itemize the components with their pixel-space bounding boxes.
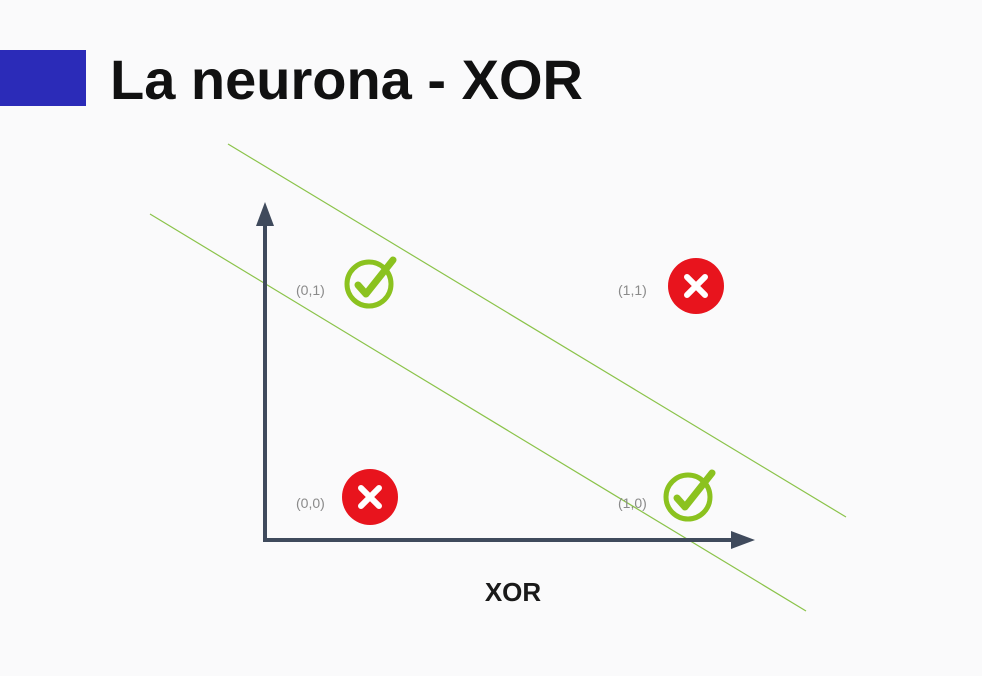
check-icon <box>663 469 716 522</box>
x-axis-arrowhead <box>731 531 755 549</box>
decision-boundary-upper <box>227 143 847 518</box>
title-accent-block <box>0 50 86 106</box>
y-axis <box>256 202 274 540</box>
point-label: (1,1) <box>618 282 647 298</box>
cross-icon <box>668 258 724 314</box>
y-axis-arrowhead <box>256 202 274 226</box>
point-label: (0,1) <box>296 282 325 298</box>
slide-title: La neurona - XOR <box>110 48 583 111</box>
cross-icon <box>342 469 398 525</box>
decision-boundary-lower <box>149 213 807 612</box>
x-axis <box>263 531 755 549</box>
diagram-caption: XOR <box>485 577 542 607</box>
point-label: (1,0) <box>618 495 647 511</box>
check-icon <box>344 256 397 309</box>
point-label: (0,0) <box>296 495 325 511</box>
